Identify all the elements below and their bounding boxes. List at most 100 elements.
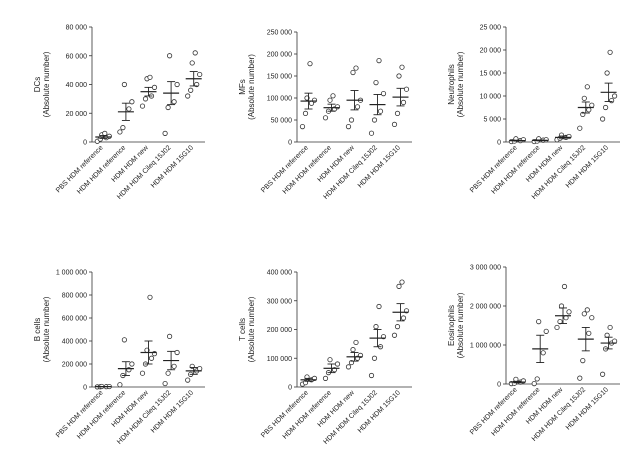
data-point [589, 315, 595, 321]
data-point [167, 53, 173, 59]
data-point [520, 137, 527, 143]
data-point [147, 294, 153, 300]
data-point [302, 110, 309, 117]
data-point [311, 97, 318, 103]
y-axis-title: Neutrophils [447, 64, 456, 104]
data-point [400, 99, 407, 106]
y-tick-label: 80 000 [66, 25, 88, 32]
data-point [581, 95, 587, 101]
x-category-label: HDM HDM 15G10 [150, 144, 195, 189]
chart-panel-3: 0 5 000 10 000 15 000 20 000 25 000 Neutrophil… [447, 25, 620, 201]
data-point [540, 350, 546, 356]
data-point [611, 93, 618, 99]
data-point [577, 375, 583, 381]
chart-panel-2: 0 50 000 100 000 150 000 200 000 250 000 MFs (A… [238, 30, 412, 201]
data-point [142, 96, 149, 102]
y-tick-label: 400 000 [267, 270, 292, 277]
y-tick-label: 0 [83, 140, 87, 147]
data-point [174, 349, 180, 356]
data-point [566, 309, 572, 315]
y-tick-label: 1 000 000 [470, 343, 501, 350]
data-point [394, 110, 401, 117]
data-point [586, 330, 592, 336]
data-point [97, 136, 103, 142]
data-point [376, 303, 382, 310]
y-axis-title: Eosinophils [447, 305, 456, 346]
y-tick-label: 60 000 [66, 53, 88, 60]
data-point [120, 125, 126, 131]
y-axis-unit: (Absolute number) [42, 296, 51, 362]
data-point [334, 104, 341, 110]
x-category-label: HDM HDM 15G10 [357, 144, 402, 189]
data-point [129, 99, 135, 105]
y-tick-label: 100 000 [267, 96, 292, 103]
y-tick-label: 25 000 [480, 25, 502, 32]
data-point [371, 355, 378, 361]
y-tick-label: 15 000 [480, 71, 502, 78]
data-point [327, 97, 333, 103]
y-axis-unit: (Absolute number) [42, 51, 51, 117]
data-point [377, 108, 384, 114]
data-point [121, 337, 128, 343]
data-point [139, 370, 146, 376]
data-point [167, 333, 173, 339]
data-point [391, 332, 398, 338]
chart-panel-1: 0 20 000 40 000 60 000 80 000 DCs (Absolute nu… [33, 25, 205, 201]
data-point [322, 375, 329, 381]
data-point [586, 107, 592, 113]
data-point [102, 130, 108, 136]
data-point [322, 115, 329, 121]
y-tick-label: 0 [83, 385, 87, 392]
y-axis-title: MFs [238, 79, 247, 95]
x-category-label: HDM HDM 15G10 [150, 389, 195, 434]
data-point [602, 104, 609, 111]
data-point [192, 50, 198, 56]
data-point [185, 377, 191, 383]
data-point [399, 64, 405, 70]
y-tick-label: 0 [497, 140, 501, 147]
y-tick-label: 5 000 [483, 117, 501, 124]
y-tick-label: 1 000 000 [56, 270, 87, 277]
data-point [400, 315, 407, 321]
data-point [165, 370, 171, 376]
data-point [353, 65, 359, 71]
data-point [139, 103, 146, 109]
data-point [531, 381, 537, 387]
y-axis-title: T cells [238, 318, 247, 341]
data-point [117, 382, 123, 388]
data-point [589, 102, 595, 108]
data-point [577, 125, 583, 131]
data-point [174, 81, 180, 88]
data-point [373, 80, 379, 86]
data-point [348, 117, 355, 123]
data-point [162, 130, 168, 136]
y-tick-label: 0 [288, 140, 292, 147]
data-point [599, 116, 606, 122]
y-axis-title: DCs [33, 77, 42, 93]
data-point [106, 133, 112, 139]
data-point [396, 73, 402, 79]
data-point [307, 61, 313, 67]
y-tick-label: 0 [288, 385, 292, 392]
data-point [534, 376, 540, 382]
data-point [197, 365, 203, 372]
data-point [171, 363, 177, 369]
data-point [334, 361, 341, 367]
y-tick-label: 3 000 000 [470, 265, 501, 272]
data-point [403, 86, 410, 92]
y-tick-label: 300 000 [267, 298, 292, 305]
data-point [121, 81, 128, 88]
y-tick-label: 200 000 [62, 362, 87, 369]
data-point [350, 347, 356, 353]
data-point [354, 104, 361, 110]
data-point [599, 371, 606, 377]
data-point [151, 84, 158, 90]
y-tick-label: 40 000 [66, 82, 88, 89]
y-axis-unit: (Absolute number) [247, 296, 256, 362]
data-point [197, 71, 203, 78]
data-point [147, 74, 153, 80]
chart-panel-4: 0 200 000 400 000 600 000 800 000 1 000 000 B … [33, 270, 205, 446]
data-point [581, 311, 587, 317]
data-point [543, 137, 549, 143]
